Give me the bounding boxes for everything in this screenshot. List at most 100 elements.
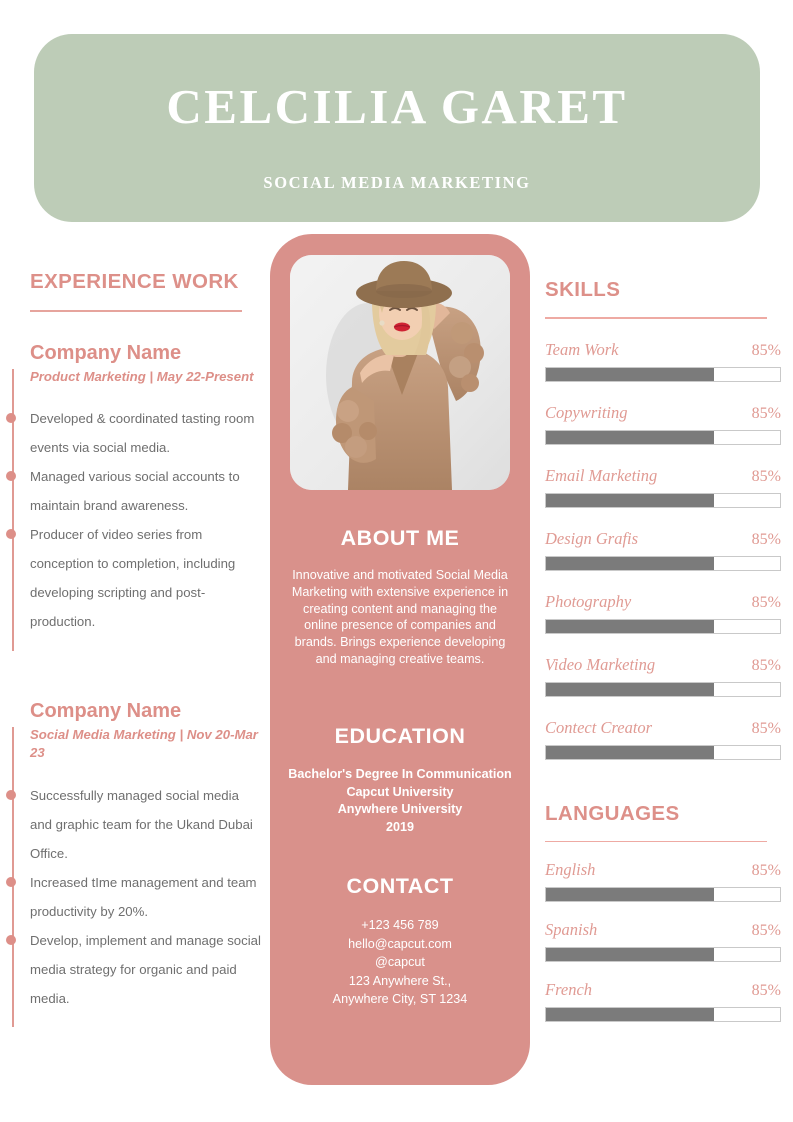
skill-label: Copywriting bbox=[545, 402, 628, 422]
bullet-text: Increased tIme management and team produ… bbox=[30, 875, 257, 920]
contact-line-4: Anywhere City, ST 1234 bbox=[332, 992, 468, 1006]
language-item: English 85% bbox=[545, 860, 781, 903]
experience-list: Company Name Product Marketing | May 22-P… bbox=[0, 341, 262, 1028]
contact-lines: +123 456 789 hello@capcut.com @capcut 123 A… bbox=[270, 916, 530, 1009]
education-line-2: Anywhere University bbox=[337, 802, 463, 816]
languages-list: English 85% Spanish 85% French 85% bbox=[545, 860, 781, 1023]
skill-progress-bar bbox=[545, 681, 781, 697]
job-meta: Product Marketing | May 22-Present bbox=[30, 368, 254, 384]
skill-percent: 85% bbox=[751, 593, 781, 611]
skills-divider bbox=[545, 317, 767, 319]
language-progress-fill bbox=[546, 888, 715, 902]
education-lines: Bachelor's Degree In Communication Capcut… bbox=[270, 766, 530, 836]
contact-section: CONTACT +123 456 789 hello@capcut.com @cap… bbox=[270, 874, 530, 1009]
experience-entry: Company Name Product Marketing | May 22-P… bbox=[0, 341, 262, 651]
skill-progress-fill bbox=[546, 619, 715, 633]
language-item: Spanish 85% bbox=[545, 920, 781, 963]
bullet-dot-icon bbox=[6, 413, 16, 424]
skill-item: Design Grafis 85% bbox=[545, 529, 781, 571]
language-progress-fill bbox=[546, 948, 715, 962]
page-title: CELCILIA GARET bbox=[166, 78, 628, 134]
job-meta: Social Media Marketing | Nov 20-Mar 23 bbox=[30, 727, 258, 761]
bullet-dot-icon bbox=[6, 790, 16, 801]
language-progress-bar bbox=[545, 887, 781, 903]
bullet-dot-icon bbox=[6, 529, 16, 540]
languages-divider bbox=[545, 840, 767, 843]
skills-heading: SKILLS bbox=[545, 278, 621, 301]
language-percent: 85% bbox=[751, 982, 781, 1000]
language-progress-bar bbox=[545, 947, 781, 963]
skill-progress-fill bbox=[546, 745, 715, 759]
skill-item: Team Work 85% bbox=[545, 340, 781, 382]
experience-divider bbox=[30, 310, 242, 312]
language-percent: 85% bbox=[751, 922, 781, 940]
skill-percent: 85% bbox=[751, 341, 781, 359]
header-subtitle: SOCIAL MEDIA MARKETING bbox=[263, 172, 531, 192]
list-item: Developed & coordinated tasting room eve… bbox=[6, 404, 262, 462]
skill-item: Copywriting 85% bbox=[545, 403, 781, 445]
skill-label: Email Marketing bbox=[545, 465, 658, 485]
profile-card: ABOUT ME Innovative and motivated Social… bbox=[270, 234, 530, 1085]
education-line-0: Bachelor's Degree In Communication bbox=[288, 767, 512, 781]
header-band: CELCILIA GARET SOCIAL MEDIA MARKETING bbox=[34, 34, 760, 222]
language-progress-fill bbox=[546, 1008, 715, 1022]
skill-item: Contect Creator 85% bbox=[545, 718, 781, 760]
about-section: ABOUT ME Innovative and motivated Social… bbox=[270, 526, 530, 668]
list-item: Increased tIme management and team produ… bbox=[6, 868, 262, 926]
skill-item: Video Marketing 85% bbox=[545, 655, 781, 697]
skill-progress-bar bbox=[545, 744, 781, 760]
skill-progress-fill bbox=[546, 556, 715, 570]
bullet-dot-icon bbox=[6, 471, 16, 482]
about-heading: ABOUT ME bbox=[340, 526, 460, 550]
list-item: Managed various social accounts to maint… bbox=[6, 462, 262, 520]
bullet-dot-icon bbox=[6, 935, 16, 946]
education-line-1: Capcut University bbox=[346, 784, 454, 799]
skill-percent: 85% bbox=[751, 530, 781, 548]
contact-heading: CONTACT bbox=[346, 874, 454, 898]
timeline-line bbox=[12, 368, 14, 651]
bullet-list: Developed & coordinated tasting room eve… bbox=[6, 404, 262, 636]
languages-heading: LANGUAGES bbox=[545, 801, 680, 825]
bullet-list: Successfully managed social media and gr… bbox=[6, 781, 262, 1013]
skill-percent: 85% bbox=[751, 467, 781, 485]
skill-label: Video Marketing bbox=[545, 654, 656, 674]
skill-percent: 85% bbox=[751, 404, 781, 422]
skill-label: Design Grafis bbox=[545, 528, 639, 548]
language-label: Spanish bbox=[545, 920, 598, 940]
bullet-dot-icon bbox=[6, 877, 16, 888]
skill-progress-bar bbox=[545, 555, 781, 571]
experience-column: EXPERIENCE WORK Company Name Product Mark… bbox=[0, 270, 262, 1028]
skill-label: Team Work bbox=[545, 339, 619, 359]
skill-item: Email Marketing 85% bbox=[545, 466, 781, 508]
skills-list: Team Work 85% Copywriting 85% Email Marketin… bbox=[545, 340, 781, 760]
skill-progress-bar bbox=[545, 429, 781, 445]
language-label: French bbox=[545, 980, 593, 1000]
skill-progress-fill bbox=[546, 430, 715, 444]
skill-percent: 85% bbox=[751, 656, 781, 674]
skill-label: Contect Creator bbox=[545, 717, 653, 737]
skill-percent: 85% bbox=[751, 719, 781, 737]
language-progress-bar bbox=[545, 1007, 781, 1023]
language-label: English bbox=[545, 860, 596, 880]
list-item: Develop, implement and manage social med… bbox=[6, 926, 262, 1013]
bullet-text: Develop, implement and manage social med… bbox=[30, 933, 261, 1007]
avatar bbox=[290, 255, 510, 490]
skill-progress-bar bbox=[545, 366, 781, 382]
skill-item: Photography 85% bbox=[545, 592, 781, 634]
contact-line-1: hello@capcut.com bbox=[348, 936, 452, 951]
education-line-3: 2019 bbox=[385, 819, 415, 834]
experience-entry: Company Name Social Media Marketing | Nov… bbox=[0, 700, 262, 1028]
list-item: Successfully managed social media and gr… bbox=[6, 781, 262, 868]
bullet-text: Developed & coordinated tasting room eve… bbox=[30, 411, 255, 456]
skill-progress-bar bbox=[545, 618, 781, 634]
education-heading: EDUCATION bbox=[334, 724, 466, 748]
contact-line-0: +123 456 789 bbox=[361, 918, 439, 932]
education-section: EDUCATION Bachelor's Degree In Communica… bbox=[270, 724, 530, 836]
skill-progress-bar bbox=[545, 492, 781, 508]
languages-section: LANGUAGES English 85% Spanish 85% French 85% bbox=[545, 802, 781, 1023]
skills-column: SKILLS Team Work 85% Copywriting 85% Email M… bbox=[545, 278, 781, 1023]
skill-progress-fill bbox=[546, 493, 715, 507]
company-name: Company Name bbox=[30, 341, 182, 364]
skill-progress-fill bbox=[546, 682, 715, 696]
language-percent: 85% bbox=[751, 862, 781, 880]
